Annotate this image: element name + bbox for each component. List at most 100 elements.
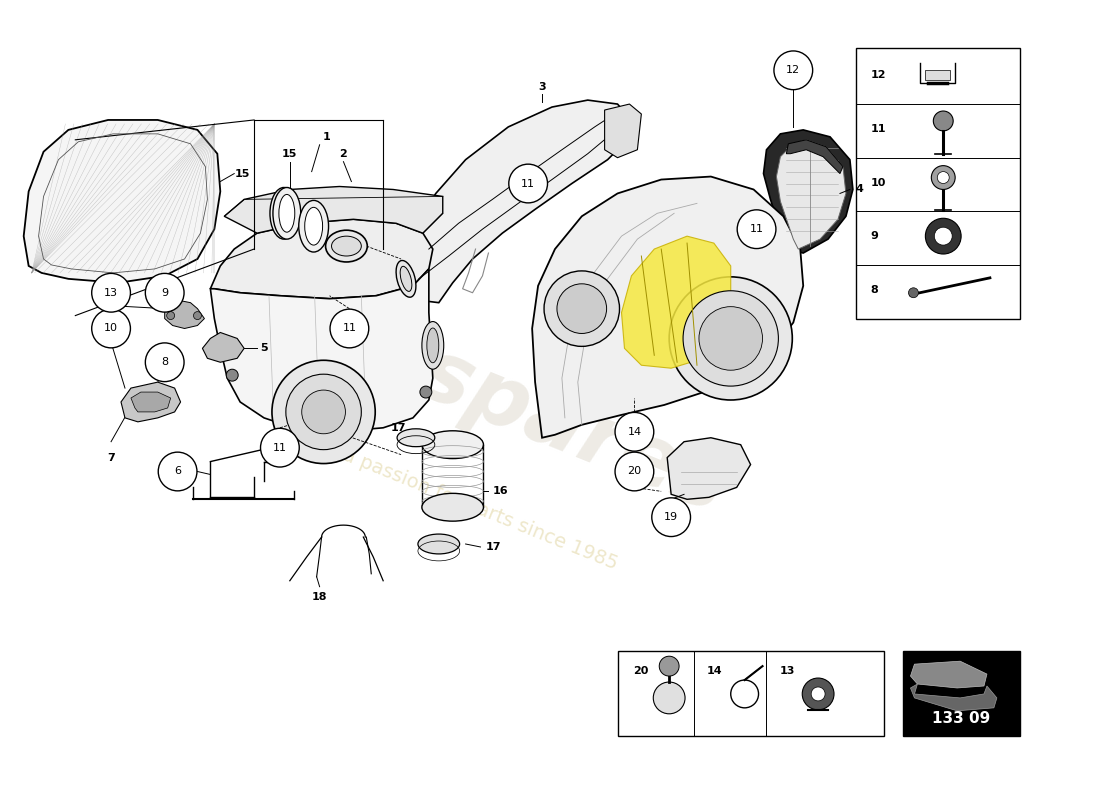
Ellipse shape — [397, 429, 434, 446]
Circle shape — [557, 284, 606, 334]
Ellipse shape — [279, 194, 295, 232]
Ellipse shape — [422, 322, 443, 370]
Text: 7: 7 — [107, 453, 114, 462]
Circle shape — [615, 413, 653, 451]
Circle shape — [774, 51, 813, 90]
Text: 133 09: 133 09 — [932, 711, 990, 726]
Ellipse shape — [270, 187, 298, 239]
Polygon shape — [131, 392, 170, 412]
Polygon shape — [399, 100, 631, 302]
Polygon shape — [121, 382, 180, 422]
Polygon shape — [210, 269, 432, 432]
Circle shape — [811, 687, 825, 701]
Text: eurospares: eurospares — [202, 250, 738, 530]
Polygon shape — [621, 236, 730, 368]
Text: 1: 1 — [322, 132, 330, 142]
Circle shape — [158, 452, 197, 491]
Text: 12: 12 — [786, 66, 801, 75]
Ellipse shape — [326, 230, 367, 262]
Text: 8: 8 — [161, 358, 168, 367]
Circle shape — [934, 227, 953, 245]
Text: 11: 11 — [342, 323, 356, 334]
Circle shape — [653, 682, 685, 714]
Circle shape — [937, 171, 949, 183]
Text: 10: 10 — [871, 178, 887, 187]
Bar — [902, 651, 1020, 736]
Ellipse shape — [422, 494, 484, 521]
Text: 15: 15 — [282, 149, 297, 158]
Text: 15: 15 — [234, 169, 250, 178]
Ellipse shape — [305, 207, 322, 245]
Circle shape — [933, 111, 954, 131]
Circle shape — [420, 386, 432, 398]
Text: 8: 8 — [871, 285, 879, 294]
Polygon shape — [911, 661, 987, 688]
Polygon shape — [777, 140, 846, 249]
Text: 11: 11 — [521, 178, 536, 189]
Circle shape — [167, 312, 175, 319]
Text: 9: 9 — [871, 231, 879, 241]
Bar — [925, 70, 950, 80]
Text: 11: 11 — [749, 224, 763, 234]
Circle shape — [145, 343, 184, 382]
Ellipse shape — [418, 534, 460, 554]
Text: 11: 11 — [871, 124, 887, 134]
Ellipse shape — [273, 187, 300, 239]
Text: a passion for parts since 1985: a passion for parts since 1985 — [340, 445, 620, 574]
Circle shape — [737, 210, 775, 249]
Circle shape — [909, 288, 918, 298]
Circle shape — [286, 374, 361, 450]
Circle shape — [330, 309, 369, 348]
Circle shape — [932, 166, 955, 190]
Circle shape — [698, 306, 762, 370]
Text: 4: 4 — [856, 185, 864, 194]
Circle shape — [145, 274, 184, 312]
Ellipse shape — [427, 328, 439, 362]
Ellipse shape — [422, 430, 484, 458]
Ellipse shape — [331, 236, 361, 256]
Polygon shape — [202, 333, 244, 362]
Circle shape — [91, 309, 131, 348]
Text: 17: 17 — [390, 423, 406, 433]
Text: 3: 3 — [538, 82, 546, 92]
Text: 12: 12 — [871, 70, 887, 80]
Circle shape — [659, 656, 679, 676]
Text: 19: 19 — [664, 512, 679, 522]
Bar — [617, 651, 883, 736]
Text: 13: 13 — [780, 666, 795, 676]
Polygon shape — [24, 120, 220, 283]
Circle shape — [301, 390, 345, 434]
Polygon shape — [210, 219, 432, 298]
Polygon shape — [605, 104, 641, 158]
Ellipse shape — [400, 266, 411, 291]
Ellipse shape — [396, 261, 416, 298]
Text: 14: 14 — [707, 666, 723, 676]
Text: 5: 5 — [260, 343, 267, 354]
Text: 2: 2 — [340, 149, 348, 158]
Circle shape — [194, 312, 201, 319]
Circle shape — [91, 274, 131, 312]
Text: 17: 17 — [485, 542, 501, 552]
Text: 14: 14 — [627, 426, 641, 437]
Bar — [856, 49, 1020, 318]
Text: 9: 9 — [161, 288, 168, 298]
Polygon shape — [786, 140, 843, 174]
Circle shape — [683, 290, 779, 386]
Circle shape — [925, 218, 961, 254]
Circle shape — [802, 678, 834, 710]
Circle shape — [261, 428, 299, 467]
Polygon shape — [165, 301, 205, 329]
Ellipse shape — [299, 200, 329, 252]
Text: 18: 18 — [312, 592, 328, 602]
Text: 16: 16 — [493, 486, 508, 496]
Circle shape — [615, 452, 653, 491]
Polygon shape — [224, 186, 442, 233]
Circle shape — [272, 360, 375, 463]
Circle shape — [544, 271, 619, 346]
Text: 10: 10 — [104, 323, 118, 334]
Text: 20: 20 — [634, 666, 649, 676]
Circle shape — [509, 164, 548, 203]
Text: 13: 13 — [104, 288, 118, 298]
Text: 20: 20 — [627, 466, 641, 477]
Text: 11: 11 — [273, 442, 287, 453]
